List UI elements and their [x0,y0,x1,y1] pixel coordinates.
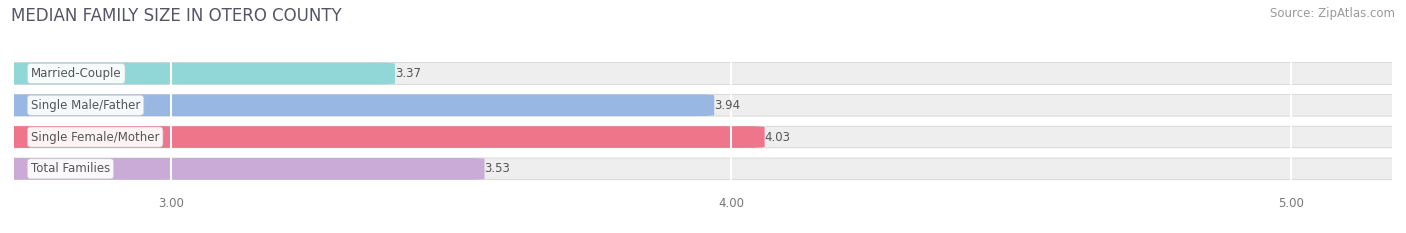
Text: MEDIAN FAMILY SIZE IN OTERO COUNTY: MEDIAN FAMILY SIZE IN OTERO COUNTY [11,7,342,25]
Text: Married-Couple: Married-Couple [31,67,121,80]
FancyBboxPatch shape [0,63,1406,84]
Text: 3.53: 3.53 [485,162,510,175]
Text: 4.03: 4.03 [765,130,790,144]
Text: Single Female/Mother: Single Female/Mother [31,130,159,144]
FancyBboxPatch shape [0,63,395,84]
FancyBboxPatch shape [0,126,1406,148]
FancyBboxPatch shape [0,94,1406,116]
Text: Total Families: Total Families [31,162,110,175]
Text: Source: ZipAtlas.com: Source: ZipAtlas.com [1270,7,1395,20]
Text: Single Male/Father: Single Male/Father [31,99,141,112]
FancyBboxPatch shape [0,94,714,116]
FancyBboxPatch shape [0,126,765,148]
FancyBboxPatch shape [0,158,1406,180]
Text: 3.37: 3.37 [395,67,420,80]
FancyBboxPatch shape [0,158,485,180]
Text: 3.94: 3.94 [714,99,741,112]
